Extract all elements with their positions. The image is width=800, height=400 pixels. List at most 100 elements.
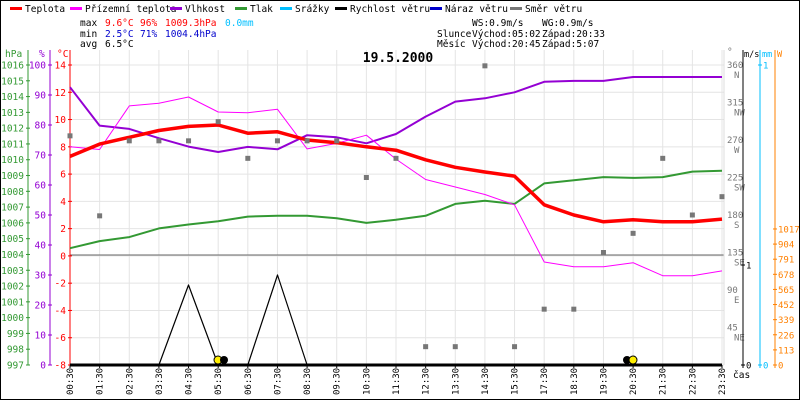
rain-tick-label: 1 <box>763 62 768 72</box>
x-tick-label: 10:30 <box>362 368 372 395</box>
x-tick-label: 13:30 <box>451 368 461 395</box>
wind-direction-point <box>334 138 340 144</box>
wind-direction-point <box>482 63 488 69</box>
direction-tick-label: 135 <box>727 249 743 259</box>
direction-tick-label: 315 <box>727 99 743 109</box>
pressure-tick-label: 998 <box>7 345 24 356</box>
pressure-tick-label: 1010 <box>1 155 24 166</box>
pressure-tick-label: 1007 <box>1 203 24 214</box>
wind-direction-point <box>186 138 192 144</box>
x-tick-label: 03:30 <box>155 368 165 395</box>
stats-max-press: 1009.3hPa <box>165 18 216 29</box>
x-tick-label: 12:30 <box>422 368 432 395</box>
radiation-unit: W <box>777 50 783 60</box>
temperature-tick-label: -2 <box>55 279 66 290</box>
wind-direction-point <box>452 344 458 350</box>
humidity-tick-label: 90 <box>35 91 47 102</box>
moon-icon <box>220 356 228 364</box>
pressure-tick-label: 1001 <box>1 297 24 308</box>
axis-units: hPa % °C ° m/s mm W čas <box>5 47 783 381</box>
legend-swatch <box>235 7 247 10</box>
sunrise: Východ:05:02 <box>472 29 541 40</box>
stats-min-press: 1004.4hPa <box>165 29 216 40</box>
temperature-tick-label: 12 <box>55 88 66 99</box>
direction-tick-label: 45 <box>727 324 738 334</box>
chart-title: 19.5.2000 <box>363 51 434 66</box>
temperature-tick-label: 8 <box>60 142 66 153</box>
legend-swatch <box>430 7 442 10</box>
x-tick-label: 08:30 <box>303 368 313 395</box>
x-tick-label: 14:30 <box>481 368 491 395</box>
wind-direction-point <box>126 138 132 144</box>
stats-avg-label: avg <box>80 39 97 50</box>
pressure-tick-label: 1002 <box>1 282 24 293</box>
wind-tick-label: 1 <box>746 262 751 272</box>
sun-label: Slunce <box>437 29 472 40</box>
humidity-tick-label: 30 <box>35 271 47 282</box>
direction-unit: ° <box>727 47 733 58</box>
x-tick-label: 22:30 <box>688 368 698 395</box>
rain-tick-label: 0 <box>763 362 768 372</box>
wind-direction-point <box>719 194 725 200</box>
wind-direction-point <box>156 138 162 144</box>
radiation-tick-label: 678 <box>778 271 794 281</box>
wind-direction-point <box>363 175 369 180</box>
wind-direction-point <box>304 138 310 144</box>
stats-min-hum: 71% <box>140 29 157 40</box>
stats-ws: WS:0.9m/s <box>472 18 523 29</box>
direction-tick-label: 180 <box>727 211 743 221</box>
wind-direction-point <box>67 133 73 139</box>
sun-icon <box>628 355 638 365</box>
pressure-tick-label: 1005 <box>1 234 24 245</box>
humidity-tick-label: 20 <box>35 301 47 312</box>
x-tick-label: 20:30 <box>629 368 639 395</box>
radiation-tick-label: 0 <box>778 362 783 372</box>
x-tick-label: 11:30 <box>392 368 402 395</box>
x-tick-label: 15:30 <box>511 368 521 395</box>
legend-label: Přízemní teplota <box>85 4 177 15</box>
x-tick-label: 23:30 <box>718 368 728 395</box>
radiation-tick-label: 339 <box>778 316 794 326</box>
wind-direction-point <box>660 155 666 161</box>
direction-compass-label: SE <box>734 259 745 269</box>
pressure-tick-label: 1015 <box>1 76 24 87</box>
pressure-tick-label: 1016 <box>1 61 24 72</box>
series-line-teplota <box>69 123 723 224</box>
x-tick-label: 04:30 <box>185 368 195 395</box>
legend-label: Rychlost větru <box>350 4 430 15</box>
direction-compass-label: S <box>734 221 739 231</box>
wind-direction-point <box>689 212 695 218</box>
x-tick-label: 00:30 <box>66 368 76 395</box>
pressure-tick-label: 1008 <box>1 187 24 198</box>
series <box>67 63 725 367</box>
wind-direction-point <box>571 306 577 312</box>
wind-direction-point <box>245 155 251 161</box>
wind-unit: m/s <box>744 50 759 60</box>
temperature-tick-label: 10 <box>55 115 67 126</box>
wind-direction-point <box>215 119 221 125</box>
temperature-tick-label: -6 <box>55 333 67 344</box>
humidity-tick-label: 50 <box>35 211 47 222</box>
series-line-tlak <box>69 169 723 250</box>
temperature-tick-label: -4 <box>55 306 67 317</box>
x-tick-label: 05:30 <box>214 368 224 395</box>
axes: 00:30 01:30 02:30 03:30 04:30 05:30 06:30 07:30… <box>1 50 800 395</box>
x-axis-label: čas <box>733 370 750 381</box>
x-tick-label: 07:30 <box>273 368 283 395</box>
wind-direction-point <box>630 230 636 236</box>
temperature-tick-label: 6 <box>60 170 66 181</box>
moonset: Západ:5:07 <box>542 39 599 50</box>
stats-wg: WG:0.9m/s <box>542 18 593 29</box>
pressure-tick-label: 1014 <box>1 92 24 103</box>
stats-min-temp: 2.5°C <box>105 29 134 40</box>
x-tick-label: 06:30 <box>244 368 254 395</box>
legend-label: Vlhkost <box>185 4 225 15</box>
pressure-tick-label: 1004 <box>1 250 24 261</box>
sunset: Západ:20:33 <box>542 29 605 40</box>
direction-compass-label: SW <box>734 184 745 194</box>
legend: Teplota Přízemní teplota Vlhkost Tlak Srážky… <box>10 4 582 15</box>
pressure-tick-label: 1003 <box>1 266 24 277</box>
x-tick-label: 18:30 <box>570 368 580 395</box>
legend-label: Srážky <box>295 4 330 15</box>
